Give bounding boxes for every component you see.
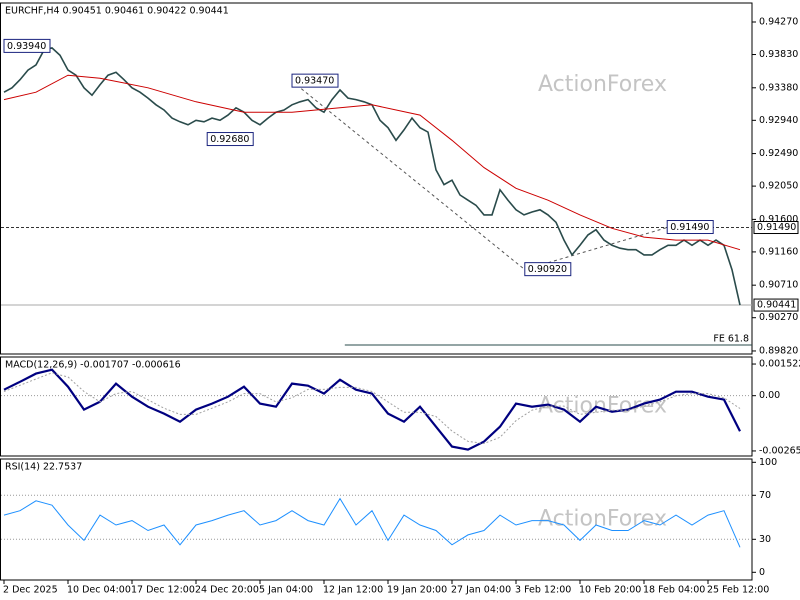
y-tick-label: 100 (759, 457, 777, 468)
level-label-box (753, 221, 799, 235)
y-tick-label: 0.89820 (759, 345, 798, 356)
y-tick-label: 0.91600 (759, 214, 798, 225)
x-tick-label: 25 Feb 12:00 (707, 585, 769, 596)
y-tick-label: -0.002657 (759, 445, 800, 456)
level-label: 0.91490 (757, 222, 796, 233)
level-label: 0.90441 (757, 300, 796, 311)
series-line (3, 372, 741, 445)
series-line (3, 74, 741, 251)
swing-label-box (524, 262, 572, 277)
fe-label: FE 61.8 (713, 334, 749, 345)
y-tick-label: 0.94270 (759, 16, 798, 27)
y-tick-label: 70 (759, 490, 771, 501)
y-tick-label: 0.91160 (759, 246, 798, 257)
x-tick-label: 12 Jan 12:00 (323, 585, 383, 596)
y-tick-label: 0.90270 (759, 312, 798, 323)
swing-label: 0.93940 (7, 41, 46, 52)
y-tick-label: 0.001522 (759, 359, 800, 370)
panel-frame (0, 2, 753, 355)
swing-label: 0.90920 (528, 264, 567, 275)
x-tick-label: 17 Dec 12:00 (131, 585, 195, 596)
swing-label-box (291, 73, 339, 88)
watermark: ActionForex (538, 72, 667, 97)
x-tick-label: 10 Dec 04:00 (67, 585, 131, 596)
swing-label-box (666, 220, 714, 235)
swing-label: 0.93470 (295, 76, 334, 87)
y-tick-label: 0.92050 (759, 181, 798, 192)
x-tick-label: 3 Feb 12:00 (515, 585, 571, 596)
y-tick-label: 30 (759, 534, 771, 545)
x-tick-label: 27 Jan 04:00 (451, 585, 511, 596)
x-tick-label: 10 Feb 20:00 (579, 585, 641, 596)
swing-label-box (206, 132, 254, 147)
swing-label: 0.92680 (210, 134, 249, 145)
y-tick-label: 0.90710 (759, 280, 798, 291)
x-tick-label: 24 Dec 20:00 (195, 585, 259, 596)
panel-title: MACD(12,26,9) -0.001707 -0.000616 (5, 360, 181, 371)
level-label-box (753, 298, 799, 312)
y-tick-label: 0.93830 (759, 49, 798, 60)
y-tick-label: 0.93380 (759, 82, 798, 93)
x-tick-label: 2 Dec 2025 (3, 585, 58, 596)
y-tick-label: 0.92940 (759, 115, 798, 126)
zigzag-line (291, 80, 668, 271)
series-line (3, 497, 741, 548)
panel-frame (0, 356, 753, 457)
swing-label-box (3, 38, 51, 53)
y-tick-label: 0 (759, 567, 765, 578)
x-tick-label: 5 Jan 04:00 (259, 585, 313, 596)
y-tick-label: 0.00 (759, 390, 780, 401)
panel-title: RSI(14) 22.7537 (5, 462, 82, 473)
panel-title: EURCHF,H4 0.90451 0.90461 0.90422 0.9044… (5, 6, 229, 17)
swing-label: 0.91490 (670, 222, 709, 233)
y-tick-label: 0.92490 (759, 148, 798, 159)
panel-frame (0, 458, 753, 581)
watermark: ActionForex (538, 394, 667, 419)
x-tick-label: 19 Jan 20:00 (387, 585, 447, 596)
x-tick-label: 18 Feb 04:00 (643, 585, 705, 596)
